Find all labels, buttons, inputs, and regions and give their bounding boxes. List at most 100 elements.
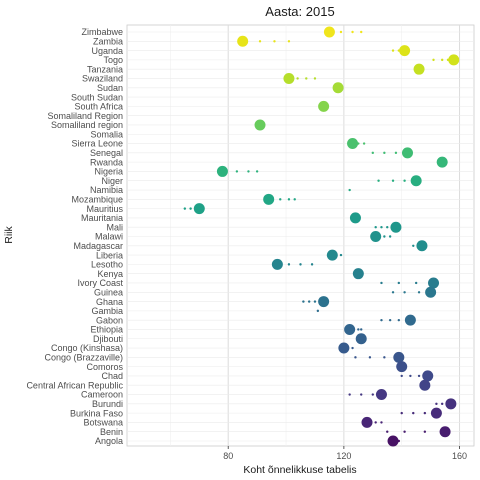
data-point — [283, 72, 295, 84]
trail-point — [383, 151, 386, 155]
data-point — [263, 193, 275, 205]
y-tick-label: Mauritius — [86, 204, 123, 214]
x-tick-label: 160 — [452, 451, 467, 461]
x-axis-title: Koht õnnelikkuse tabelis — [243, 464, 356, 476]
y-tick-label: Burundi — [92, 399, 123, 409]
data-point — [416, 240, 428, 252]
y-tick-label: Ivory Coast — [77, 278, 123, 288]
trail-point — [357, 328, 360, 331]
chart-title: Aasta: 2015 — [265, 4, 334, 19]
trail-point — [351, 346, 354, 350]
y-tick-label: Swaziland — [82, 74, 123, 84]
y-tick-label: Namibia — [90, 185, 123, 195]
trail-point — [388, 318, 392, 322]
trail-point — [313, 300, 317, 303]
data-point — [326, 249, 338, 261]
trail-point — [412, 244, 415, 247]
data-point — [401, 147, 413, 159]
y-tick-label: Djibouti — [93, 334, 123, 344]
y-tick-label: Gabon — [96, 315, 123, 325]
trail-point — [391, 291, 395, 294]
data-point — [271, 258, 283, 270]
trail-point — [391, 179, 395, 182]
y-tick-label: Congo (Kinshasa) — [51, 343, 123, 353]
grid-lines — [127, 25, 474, 446]
y-tick-label: Benin — [100, 427, 123, 437]
trail-point — [362, 142, 366, 145]
trail-point — [348, 393, 351, 396]
trail-point — [354, 356, 357, 359]
data-point — [361, 416, 373, 428]
y-tick-label: Comoros — [86, 362, 123, 372]
trail-point — [351, 30, 354, 34]
trail-point — [287, 263, 291, 266]
y-tick-label: Kenya — [97, 269, 123, 279]
trail-point — [432, 58, 435, 62]
data-point — [332, 82, 344, 94]
y-tick-label: Mozambique — [71, 195, 123, 205]
data-point — [318, 100, 330, 112]
y-tick-label: Botswana — [83, 418, 123, 428]
data-point — [436, 156, 448, 168]
data-point — [349, 212, 361, 224]
y-tick-label: Chad — [101, 371, 123, 381]
y-tick-label: Ghana — [96, 297, 123, 307]
trail-point — [400, 411, 403, 415]
data-point — [428, 277, 440, 289]
trail-point — [296, 77, 299, 80]
trail-point — [255, 170, 259, 173]
data-point — [422, 370, 434, 382]
trail-point — [377, 179, 380, 182]
data-point — [375, 389, 387, 401]
y-tick-label: Cameroon — [81, 390, 123, 400]
trail-point — [273, 40, 276, 43]
trail-point — [383, 356, 386, 359]
x-tick-label: 80 — [223, 451, 233, 461]
data-point — [445, 398, 457, 410]
data-point — [439, 426, 451, 438]
y-tick-labels: ZimbabweZambiaUgandaTogoTanzaniaSwazilan… — [26, 27, 123, 446]
trail-point — [403, 291, 406, 294]
y-tick-label: Madagascar — [73, 241, 123, 251]
trail-point — [374, 421, 377, 424]
y-tick-label: Burkina Faso — [70, 408, 123, 418]
data-point — [390, 221, 402, 233]
x-tick-label: 120 — [336, 451, 351, 461]
data-point — [399, 45, 411, 57]
data-point — [425, 286, 437, 298]
trail-points — [183, 30, 450, 443]
y-tick-label: Zimbabwe — [81, 27, 123, 37]
trail-point — [339, 253, 343, 257]
trail-point — [414, 281, 418, 285]
y-tick-label: Lesotho — [91, 260, 123, 270]
data-point — [404, 314, 416, 326]
trail-point — [403, 430, 406, 433]
y-tick-label: Malawi — [95, 232, 123, 242]
trail-point — [391, 49, 395, 52]
trail-point — [386, 226, 389, 229]
trail-point — [313, 77, 317, 80]
trail-point — [400, 374, 403, 378]
y-tick-label: Somaliland Region — [47, 111, 123, 121]
trail-point — [394, 151, 398, 155]
trail-point — [302, 300, 305, 303]
trail-point — [189, 207, 192, 210]
data-point — [318, 296, 330, 308]
trail-point — [360, 30, 363, 34]
y-tick-label: Mali — [106, 222, 123, 232]
data-point — [448, 54, 460, 66]
trail-point — [183, 207, 187, 210]
data-point — [193, 203, 205, 215]
trail-point — [310, 263, 314, 266]
trail-point — [383, 235, 386, 238]
trail-point — [293, 198, 296, 201]
trail-point — [371, 151, 374, 155]
data-point — [430, 407, 442, 419]
trail-point — [299, 263, 302, 266]
data-point — [347, 138, 359, 150]
y-tick-label: South Africa — [74, 102, 123, 112]
data-point — [387, 435, 399, 447]
trail-point — [403, 179, 406, 182]
data-point — [254, 119, 266, 131]
